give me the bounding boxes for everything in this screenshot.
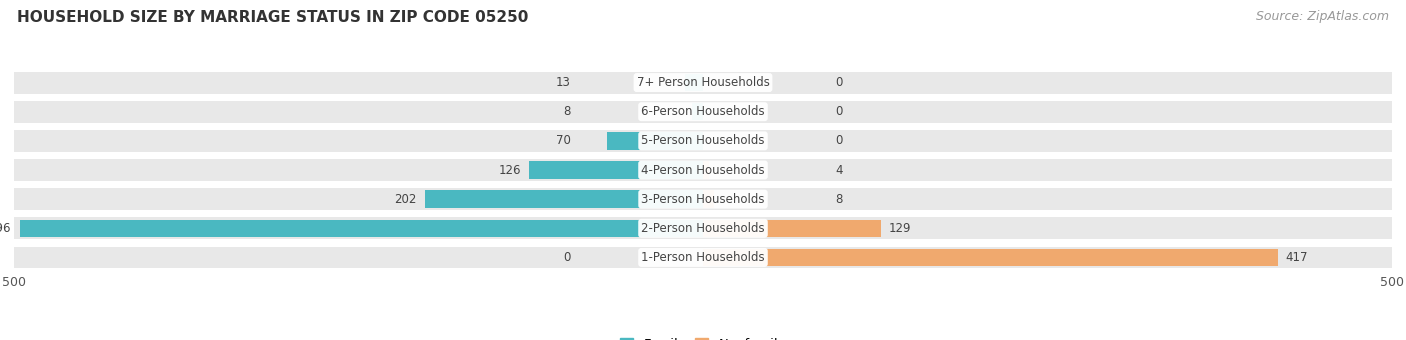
Text: 1-Person Households: 1-Person Households (641, 251, 765, 264)
Text: 7+ Person Households: 7+ Person Households (637, 76, 769, 89)
Text: 4-Person Households: 4-Person Households (641, 164, 765, 176)
Text: 202: 202 (394, 193, 416, 206)
Legend: Family, Nonfamily: Family, Nonfamily (620, 338, 786, 340)
Text: 6-Person Households: 6-Person Households (641, 105, 765, 118)
Text: 3-Person Households: 3-Person Households (641, 193, 765, 206)
Bar (14, 217, 1392, 239)
Bar (425, 190, 703, 208)
Text: 496: 496 (0, 222, 11, 235)
Bar (703, 249, 1278, 266)
Bar (703, 190, 714, 208)
Text: Source: ZipAtlas.com: Source: ZipAtlas.com (1256, 10, 1389, 23)
Bar (14, 159, 1392, 181)
Text: HOUSEHOLD SIZE BY MARRIAGE STATUS IN ZIP CODE 05250: HOUSEHOLD SIZE BY MARRIAGE STATUS IN ZIP… (17, 10, 529, 25)
Bar (20, 220, 703, 237)
Text: 0: 0 (835, 76, 842, 89)
Text: 4: 4 (835, 164, 842, 176)
Text: 2-Person Households: 2-Person Households (641, 222, 765, 235)
Text: 129: 129 (889, 222, 911, 235)
Bar (14, 72, 1392, 94)
Text: 126: 126 (499, 164, 522, 176)
Bar (14, 188, 1392, 210)
Text: 417: 417 (1286, 251, 1309, 264)
Text: 5-Person Households: 5-Person Households (641, 134, 765, 147)
Bar (685, 74, 703, 91)
Bar (606, 132, 703, 150)
Bar (530, 161, 703, 179)
Text: 70: 70 (555, 134, 571, 147)
Bar (692, 103, 703, 120)
Bar (703, 220, 880, 237)
Text: 0: 0 (835, 134, 842, 147)
Bar (14, 101, 1392, 123)
Bar (14, 246, 1392, 268)
Text: 0: 0 (564, 251, 571, 264)
Bar (703, 161, 709, 179)
Text: 8: 8 (564, 105, 571, 118)
Text: 13: 13 (555, 76, 571, 89)
Bar (14, 130, 1392, 152)
Text: 8: 8 (835, 193, 842, 206)
Text: 0: 0 (835, 105, 842, 118)
